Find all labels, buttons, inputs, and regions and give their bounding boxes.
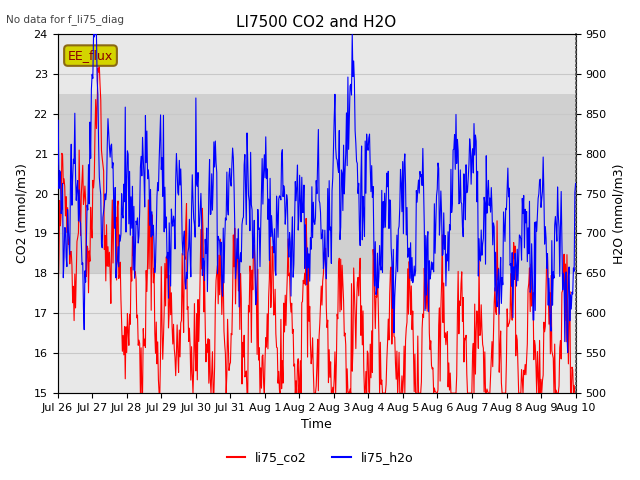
Legend: li75_co2, li75_h2o: li75_co2, li75_h2o [221, 446, 419, 469]
Text: EE_flux: EE_flux [68, 49, 113, 62]
Y-axis label: H2O (mmol/m3): H2O (mmol/m3) [612, 163, 625, 264]
Y-axis label: CO2 (mmol/m3): CO2 (mmol/m3) [15, 164, 28, 264]
Bar [58, 94, 575, 274]
Title: LI7500 CO2 and H2O: LI7500 CO2 and H2O [236, 15, 397, 30]
X-axis label: Time: Time [301, 419, 332, 432]
Text: No data for f_li75_diag: No data for f_li75_diag [6, 14, 124, 25]
